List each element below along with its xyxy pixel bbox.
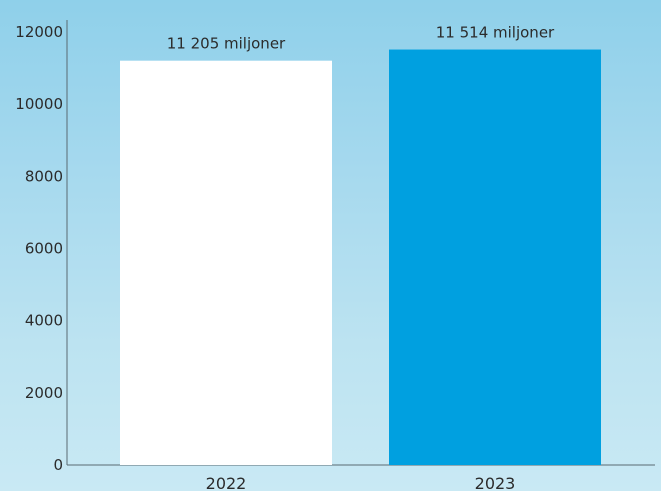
bar-2022	[120, 60, 332, 465]
y-tick-label: 12000	[15, 23, 63, 41]
bar-2023	[389, 49, 601, 465]
x-axis: 2022 2023	[67, 464, 655, 491]
y-tick-label: 0	[53, 456, 63, 474]
x-tick-label: 2022	[206, 474, 247, 491]
data-label: 11 514 miljoner	[436, 24, 555, 42]
y-tick-label: 4000	[25, 312, 63, 330]
data-label: 11 205 miljoner	[167, 35, 286, 53]
y-tick-label: 2000	[25, 384, 63, 402]
y-tick-label: 8000	[25, 167, 63, 185]
data-labels: 11 205 miljoner 11 514 miljoner	[167, 24, 555, 53]
y-tick-label: 6000	[25, 240, 63, 258]
x-tick-label: 2023	[475, 474, 516, 491]
bars	[120, 49, 601, 465]
y-tick-label: 10000	[15, 95, 63, 113]
y-axis: 0 2000 4000 6000 8000 10000 12000	[15, 20, 68, 474]
